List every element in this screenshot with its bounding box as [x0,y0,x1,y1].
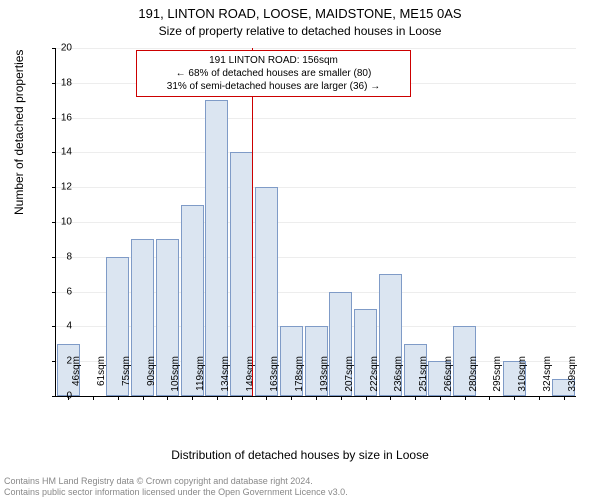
ytick-label: 0 [52,391,72,402]
xtick-label: 339sqm [567,356,578,400]
plot-area: 46sqm61sqm75sqm90sqm105sqm119sqm134sqm14… [55,48,576,397]
ytick-label: 8 [52,251,72,262]
ytick-label: 12 [52,182,72,193]
callout-box: 191 LINTON ROAD: 156sqm← 68% of detached… [136,50,411,97]
page-subtitle: Size of property relative to detached ho… [0,24,600,38]
xtick-mark [118,396,119,400]
callout-line: 191 LINTON ROAD: 156sqm [143,54,404,67]
footer-attribution: Contains HM Land Registry data © Crown c… [4,476,348,498]
xtick-label: 310sqm [517,356,528,400]
gridline [56,118,576,119]
y-axis-label: Number of detached properties [12,50,26,215]
xtick-mark [316,396,317,400]
ytick-label: 6 [52,286,72,297]
xtick-mark [366,396,367,400]
xtick-mark [564,396,565,400]
xtick-mark [341,396,342,400]
ytick-label: 20 [52,43,72,54]
xtick-mark [93,396,94,400]
footer-line-1: Contains HM Land Registry data © Crown c… [4,476,348,487]
xtick-mark [167,396,168,400]
gridline [56,222,576,223]
xtick-mark [415,396,416,400]
page-title: 191, LINTON ROAD, LOOSE, MAIDSTONE, ME15… [0,6,600,21]
xtick-mark [242,396,243,400]
xtick-label: 46sqm [71,356,82,400]
xtick-mark [192,396,193,400]
xtick-mark [514,396,515,400]
xtick-mark [489,396,490,400]
xtick-mark [390,396,391,400]
x-axis-label: Distribution of detached houses by size … [0,448,600,462]
xtick-label: 280sqm [468,356,479,400]
xtick-mark [440,396,441,400]
gridline [56,152,576,153]
footer-line-2: Contains public sector information licen… [4,487,348,498]
ytick-label: 16 [52,112,72,123]
ytick-label: 14 [52,147,72,158]
gridline [56,48,576,49]
xtick-mark [539,396,540,400]
ytick-label: 10 [52,217,72,228]
xtick-mark [217,396,218,400]
chart-container: 191, LINTON ROAD, LOOSE, MAIDSTONE, ME15… [0,0,600,500]
ytick-label: 18 [52,77,72,88]
callout-line: 31% of semi-detached houses are larger (… [143,80,404,93]
ytick-label: 4 [52,321,72,332]
gridline [56,187,576,188]
ytick-label: 2 [52,356,72,367]
xtick-mark [291,396,292,400]
xtick-mark [143,396,144,400]
xtick-mark [266,396,267,400]
histogram-bar [205,100,228,396]
xtick-mark [465,396,466,400]
callout-line: ← 68% of detached houses are smaller (80… [143,67,404,80]
value-marker-line [252,48,253,396]
